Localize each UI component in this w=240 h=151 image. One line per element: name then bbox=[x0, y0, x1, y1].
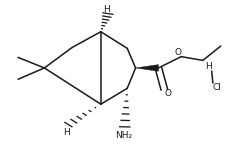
Polygon shape bbox=[136, 65, 158, 71]
Text: H: H bbox=[205, 62, 212, 71]
Text: NH₂: NH₂ bbox=[115, 131, 132, 140]
Text: H: H bbox=[63, 128, 69, 137]
Text: H: H bbox=[103, 5, 110, 14]
Text: O: O bbox=[174, 48, 181, 57]
Text: Cl: Cl bbox=[213, 83, 222, 92]
Text: O: O bbox=[164, 89, 172, 98]
